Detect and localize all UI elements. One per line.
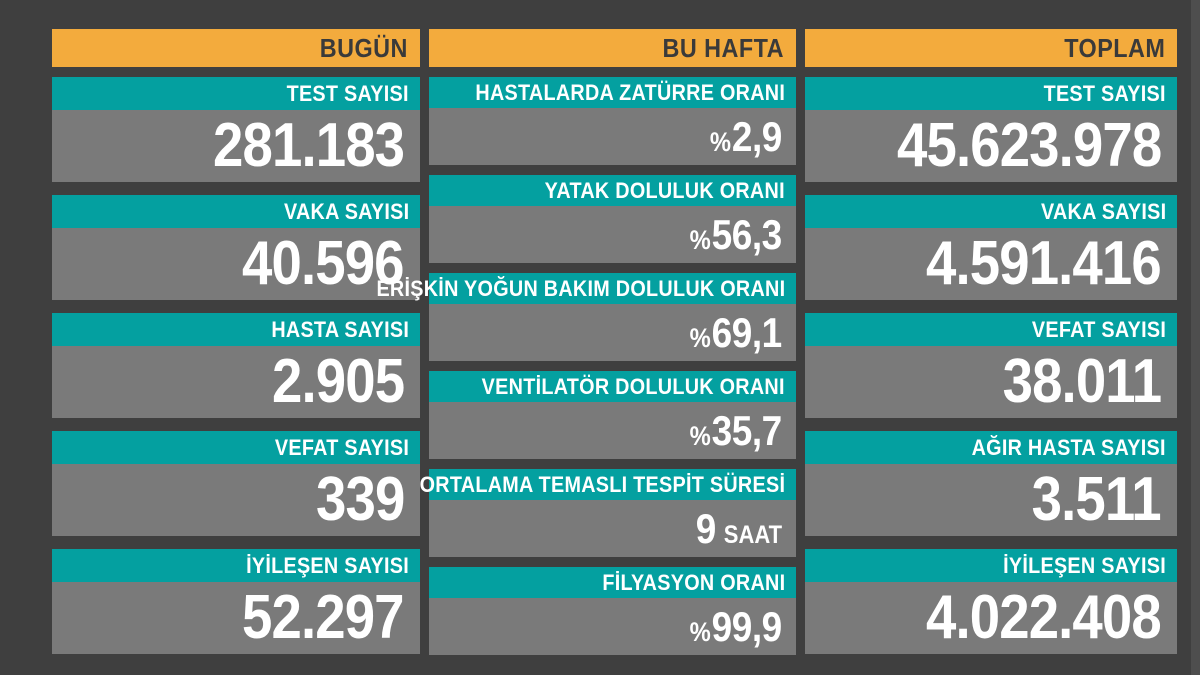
stat-value-area: % 69,1: [429, 304, 796, 361]
stat-label-bar: VAKA SAYISI: [52, 195, 420, 228]
stat-label: TEST SAYISI: [286, 80, 409, 106]
card-toplam-iyilesen-sayisi: İYİLEŞEN SAYISI 4.022.408: [805, 549, 1177, 654]
stat-label-bar: VAKA SAYISI: [805, 195, 1177, 228]
stat-value-text: 339: [315, 465, 405, 534]
column-toplam: TOPLAM TEST SAYISI 45.623.978 VAKA SAYIS…: [805, 29, 1177, 667]
card-bugun-hasta-sayisi: HASTA SAYISI 2.905: [52, 313, 420, 418]
stat-value-area: 281.183: [52, 110, 420, 182]
stat-label: YATAK DOLULUK ORANI: [544, 177, 785, 203]
stat-value-text: 4.591.416: [926, 229, 1162, 298]
card-hafta-temasli-tespit-suresi: ORTALAMA TEMASLI TESPİT SÜRESİ 9 SAAT: [419, 469, 796, 557]
column-bu-hafta: BU HAFTA HASTALARDA ZATÜRRE ORANI % 2,9 Y…: [376, 29, 796, 665]
stat-value-text: 52.297: [242, 583, 404, 652]
stat-value-text: 45.623.978: [896, 111, 1162, 180]
stat-value-text: % 56,3: [689, 210, 783, 258]
column-bugun: BUGÜN TEST SAYISI 281.183 VAKA SAYISI 40…: [52, 29, 420, 667]
card-hafta-filyasyon-orani: FİLYASYON ORANI % 99,9: [429, 567, 796, 655]
card-toplam-vefat-sayisi: VEFAT SAYISI 38.011: [805, 313, 1177, 418]
card-hafta-ventilator-doluluk: VENTİLATÖR DOLULUK ORANI % 35,7: [429, 371, 796, 459]
stat-value-area: % 56,3: [429, 206, 796, 263]
stat-value-text: % 35,7: [689, 406, 783, 454]
card-bugun-vaka-sayisi: VAKA SAYISI 40.596: [52, 195, 420, 300]
unit-label: SAAT: [723, 520, 782, 549]
stat-label: HASTALARDA ZATÜRRE ORANI: [475, 79, 785, 105]
stat-label-bar: TEST SAYISI: [805, 77, 1177, 110]
stat-value-text: 38.011: [1002, 347, 1161, 416]
stat-value-area: 339: [52, 464, 420, 536]
stat-label-bar: FİLYASYON ORANI: [429, 567, 796, 598]
column-header-label: BU HAFTA: [662, 32, 784, 63]
stat-label-bar: HASTA SAYISI: [52, 313, 420, 346]
stat-value-area: 9 SAAT: [429, 500, 796, 557]
stat-label: İYİLEŞEN SAYISI: [1003, 552, 1166, 578]
stat-label: İYİLEŞEN SAYISI: [246, 552, 409, 578]
card-toplam-vaka-sayisi: VAKA SAYISI 4.591.416: [805, 195, 1177, 300]
percent-sign: %: [689, 224, 711, 255]
stat-value-area: 38.011: [805, 346, 1177, 418]
stat-value-text: 281.183: [212, 111, 405, 180]
stat-value-area: 4.022.408: [805, 582, 1177, 654]
stat-value-text: 2.905: [271, 347, 405, 416]
stat-value-area: 3.511: [805, 464, 1177, 536]
percent-sign: %: [709, 126, 732, 157]
stat-label-bar: VEFAT SAYISI: [805, 313, 1177, 346]
card-hafta-yatak-doluluk: YATAK DOLULUK ORANI % 56,3: [429, 175, 796, 263]
card-toplam-agir-hasta-sayisi: AĞIR HASTA SAYISI 3.511: [805, 431, 1177, 536]
stat-label: ORTALAMA TEMASLI TESPİT SÜRESİ: [419, 471, 785, 497]
stat-label-bar: İYİLEŞEN SAYISI: [52, 549, 420, 582]
percent-sign: %: [689, 616, 711, 647]
stat-value-area: 52.297: [52, 582, 420, 654]
stat-label: VEFAT SAYISI: [1031, 316, 1166, 342]
stat-label-bar: VEFAT SAYISI: [52, 431, 420, 464]
stat-value-area: % 2,9: [429, 108, 796, 165]
percent-sign: %: [689, 322, 711, 353]
card-hafta-yogun-bakim-doluluk: ERİŞKİN YOĞUN BAKIM DOLULUK ORANI % 69,1: [376, 273, 796, 361]
stat-label: HASTA SAYISI: [271, 316, 409, 342]
stat-label: VENTİLATÖR DOLULUK ORANI: [481, 373, 785, 399]
column-header-label: TOPLAM: [1063, 32, 1165, 63]
column-header-bu-hafta: BU HAFTA: [429, 29, 796, 67]
stat-value-area: 45.623.978: [805, 110, 1177, 182]
stat-value-text: % 2,9: [709, 112, 783, 160]
card-bugun-vefat-sayisi: VEFAT SAYISI 339: [52, 431, 420, 536]
stat-value-area: % 35,7: [429, 402, 796, 459]
stat-label: VAKA SAYISI: [283, 198, 409, 224]
stat-label-bar: TEST SAYISI: [52, 77, 420, 110]
stat-value-area: 40.596: [52, 228, 420, 300]
stat-value-text: % 99,9: [689, 602, 783, 650]
stat-label-bar: HASTALARDA ZATÜRRE ORANI: [429, 77, 796, 108]
stat-label-bar: VENTİLATÖR DOLULUK ORANI: [429, 371, 796, 402]
stat-label-bar: ORTALAMA TEMASLI TESPİT SÜRESİ: [419, 469, 796, 500]
stat-label: VAKA SAYISI: [1040, 198, 1166, 224]
stat-label: TEST SAYISI: [1043, 80, 1166, 106]
stat-label-bar: YATAK DOLULUK ORANI: [429, 175, 796, 206]
stat-value-area: 4.591.416: [805, 228, 1177, 300]
stat-label-bar: AĞIR HASTA SAYISI: [805, 431, 1177, 464]
stat-value-area: % 99,9: [429, 598, 796, 655]
stat-label: VEFAT SAYISI: [274, 434, 409, 460]
card-hafta-zaturre-orani: HASTALARDA ZATÜRRE ORANI % 2,9: [429, 77, 796, 165]
stat-label: FİLYASYON ORANI: [601, 569, 785, 595]
card-bugun-iyilesen-sayisi: İYİLEŞEN SAYISI 52.297: [52, 549, 420, 654]
stat-label: AĞIR HASTA SAYISI: [971, 434, 1166, 460]
stat-label-bar: ERİŞKİN YOĞUN BAKIM DOLULUK ORANI: [376, 273, 796, 304]
stat-label: ERİŞKİN YOĞUN BAKIM DOLULUK ORANI: [376, 275, 785, 301]
stat-value-text: % 69,1: [689, 308, 783, 356]
card-toplam-test-sayisi: TEST SAYISI 45.623.978: [805, 77, 1177, 182]
stat-value-area: 2.905: [52, 346, 420, 418]
percent-sign: %: [689, 420, 711, 451]
stat-value-text: 3.511: [1031, 465, 1162, 534]
stat-value-text: 4.022.408: [926, 583, 1162, 652]
stat-label-bar: İYİLEŞEN SAYISI: [805, 549, 1177, 582]
column-header-bugun: BUGÜN: [52, 29, 420, 67]
right-edge-band: [1191, 0, 1200, 675]
stat-value-text: 40.596: [242, 229, 404, 298]
stat-value-text: 9 SAAT: [695, 504, 782, 552]
column-header-label: BUGÜN: [319, 32, 408, 63]
column-header-toplam: TOPLAM: [805, 29, 1177, 67]
card-bugun-test-sayisi: TEST SAYISI 281.183: [52, 77, 420, 182]
